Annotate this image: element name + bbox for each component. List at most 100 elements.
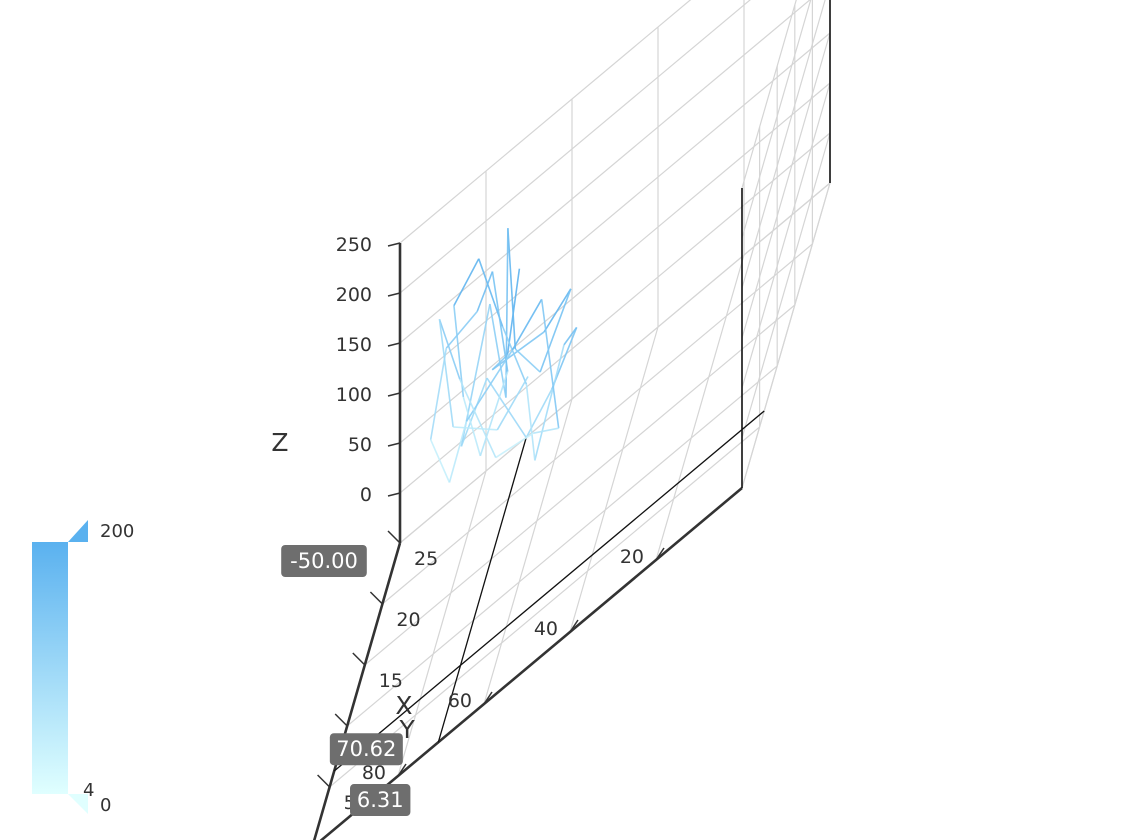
visual-map[interactable]: 200 4 0	[32, 520, 134, 816]
z-axis-tick-label: 150	[336, 334, 372, 356]
y-axis-tick-label: 20	[396, 609, 420, 631]
series-line-segment	[539, 288, 572, 373]
series-line-segment	[563, 326, 578, 346]
series-line-segment	[429, 347, 448, 440]
axis-pointer-y-label-text: 6.31	[357, 788, 404, 812]
axis-pointer-z-label-text: -50.00	[290, 549, 358, 573]
floor-grid-line	[483, 398, 573, 705]
x-axis-tick-mark	[569, 619, 579, 633]
series-line-segment	[525, 384, 536, 461]
series-line-segment	[462, 396, 482, 457]
axis-pointer-x-label-text: 70.62	[336, 737, 396, 761]
wall-grid-line	[399, 32, 831, 394]
floor-grid-line	[364, 304, 796, 666]
x-axis-tick-mark	[655, 547, 665, 561]
series-line-segment	[511, 298, 543, 351]
wall-grid-line	[399, 0, 751, 294]
y-axis-tick-mark	[369, 591, 383, 605]
series-line-segment	[533, 427, 559, 434]
z-axis-tick-label: 100	[336, 384, 372, 406]
z-axis-tick-label: 0	[360, 484, 372, 506]
axis-pointer-labels: 70.62 6.31 -50.00	[281, 545, 411, 817]
x-axis-tick-label: 20	[620, 546, 644, 568]
floor-grid-line	[329, 426, 760, 788]
y-axis-tick-label: 25	[414, 548, 438, 570]
wall-grid-line	[399, 0, 811, 344]
axis-pointer-y-label-box	[350, 784, 411, 817]
series-line-segment	[525, 388, 553, 438]
visual-map-min-label: 0	[100, 795, 111, 816]
floor-grid-line	[382, 243, 813, 605]
series-line-segment	[459, 378, 497, 458]
x-axis-tick-label: 80	[362, 762, 386, 784]
z-axis-tick-label: 200	[336, 284, 372, 306]
series-line-segment	[476, 271, 494, 312]
z-axis-tick-label: 50	[348, 434, 372, 456]
series-line-segment	[507, 228, 517, 350]
series-line-segment	[534, 344, 565, 461]
series-line-segment	[453, 426, 498, 431]
axis-pointer-layer	[333, 0, 831, 772]
z-axis-tick-mark	[387, 292, 401, 297]
y-axis-tick-mark	[334, 713, 348, 727]
axis-pointer-z-label-box	[281, 545, 367, 577]
floor-grid-line	[655, 254, 745, 561]
series-line-segment	[445, 310, 478, 349]
axis-pointer-x-line	[437, 437, 527, 743]
z-axis-tick-mark	[387, 242, 401, 247]
x-axis-tick-label: 40	[534, 618, 558, 640]
y-axis-line	[312, 542, 402, 840]
visual-map-handle-top[interactable]	[68, 520, 88, 542]
series-line-segment	[448, 421, 468, 483]
x-axis-tick-mark	[397, 763, 407, 777]
axis-pointer-y-label: 6.31	[350, 784, 411, 817]
z-axis-tick-mark	[387, 492, 401, 497]
y-axis-tick-mark	[387, 530, 401, 544]
series-line-segment	[505, 228, 509, 398]
wall-grid-line	[741, 0, 797, 189]
series-line-segment	[540, 299, 560, 429]
axis-pointer-x-label-box	[329, 733, 403, 766]
z-axis-tick-label: 250	[336, 234, 372, 256]
y-axis-name: Y	[399, 715, 416, 744]
floor-grid-line	[346, 365, 778, 727]
tick-labels-layer: 20406080510152025050100150200250	[336, 234, 644, 814]
series-line-segment	[489, 303, 507, 398]
series-line-segment	[501, 326, 528, 385]
series-line-segment	[495, 432, 534, 459]
wall-grid-line	[741, 132, 831, 439]
visual-map-bar[interactable]	[32, 542, 68, 794]
series-line-segment	[543, 288, 572, 333]
series-line-segment	[496, 376, 529, 431]
series-line-segment	[479, 371, 509, 457]
wall-grid-line	[399, 182, 831, 544]
axis-names-layer: XY Z	[271, 428, 415, 744]
y-axis-tick-mark	[317, 774, 331, 788]
floor-grid-line	[397, 470, 487, 777]
visual-map-handle-bottom[interactable]	[68, 794, 88, 814]
axis-pointer-z-label: -50.00	[281, 545, 367, 577]
wall-grid-line	[741, 32, 831, 339]
z-axis-name: Z	[271, 428, 288, 457]
x-axis-name: X	[395, 691, 412, 720]
visual-map-max-label: 200	[100, 521, 134, 542]
series-line-segment	[491, 271, 509, 372]
visual-map-extra-label: 4	[83, 780, 94, 801]
wall-grid-line	[741, 0, 812, 239]
axis-pointer-y-line	[333, 410, 765, 772]
wall-grid-line	[399, 0, 692, 244]
series-line-segment	[429, 439, 451, 483]
x-axis-tick-mark	[483, 691, 493, 705]
x-axis-tick-label: 60	[448, 690, 472, 712]
z-axis-tick-mark	[387, 342, 401, 347]
z-axis-tick-mark	[387, 442, 401, 447]
series-line-segment	[438, 319, 454, 428]
wall-grid-line	[399, 132, 831, 494]
y-axis-tick-mark	[352, 652, 366, 666]
axis-pointer-x-label: 70.62	[329, 733, 403, 766]
grid-layer	[313, 0, 831, 840]
wall-grid-line	[741, 0, 826, 289]
line-series	[429, 228, 578, 483]
z-axis-tick-mark	[387, 392, 401, 397]
